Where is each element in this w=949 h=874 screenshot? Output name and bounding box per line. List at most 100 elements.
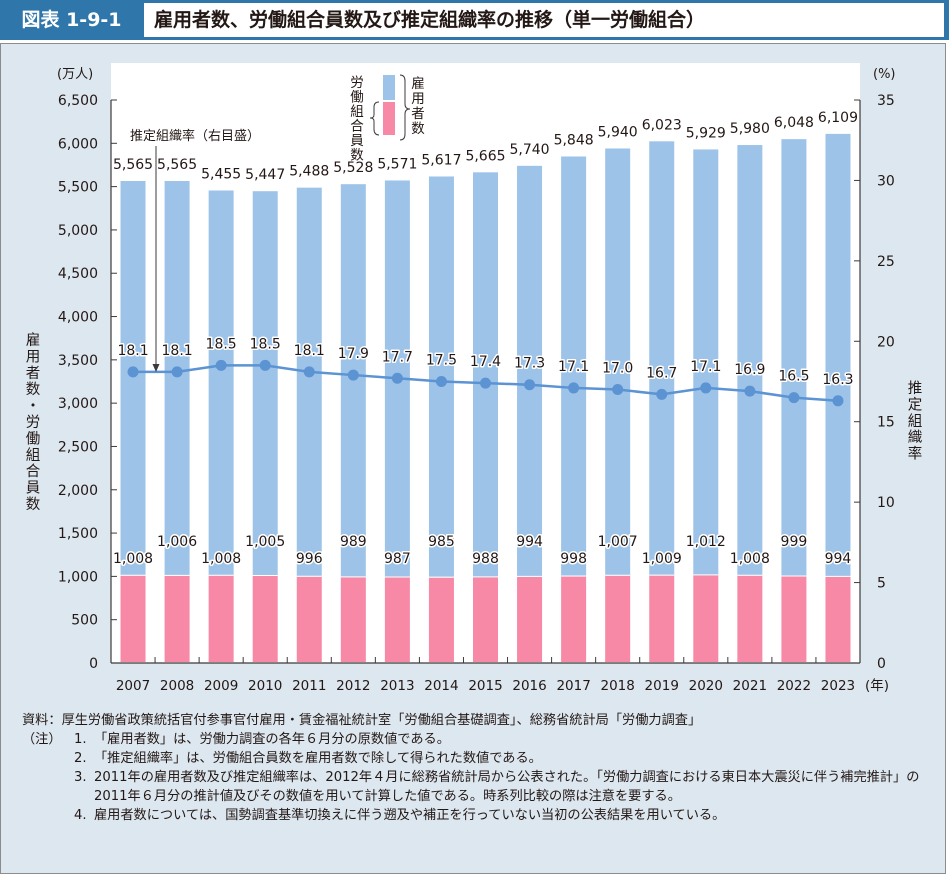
left-axis-tick-label: 1,000 — [58, 569, 98, 585]
union-value-label: 987 — [384, 551, 411, 567]
right-axis-title-char: 織 — [908, 429, 923, 446]
employee-value-label: 5,455 — [201, 167, 241, 183]
left-axis-title-char: 数 — [26, 496, 41, 513]
bar-union-members — [120, 575, 146, 662]
note-1: （注） 1. 「雇用者数」は、労働力調査の各年６月分の原数値である。 — [22, 730, 932, 749]
rate-point — [612, 384, 624, 396]
union-value-label: 994 — [825, 551, 852, 567]
x-axis-tick-label: 2019 — [645, 678, 679, 694]
figure-number: 図表 1-9-1 — [21, 9, 122, 31]
x-axis-tick-label: 2014 — [424, 678, 458, 694]
rate-value-label: 18.5 — [206, 336, 237, 352]
source-text: 厚生労働省政策統括官付参事官付雇用・賃金福祉統計室「労働組合基礎調査」、総務省統… — [61, 713, 702, 728]
rate-point — [215, 359, 227, 371]
left-axis-tick-label: 3,000 — [58, 396, 98, 412]
right-axis-tick-label: 5 — [877, 576, 886, 592]
bar-union-members — [428, 577, 454, 662]
bar-union-members — [737, 575, 763, 662]
left-axis-title-char: 員 — [26, 481, 41, 497]
rate-point — [435, 376, 447, 387]
note-text: 2011年の雇用者数及び推定組織率は、2012年４月に総務省統計局から公表された… — [94, 770, 920, 804]
bar-employees — [120, 180, 146, 576]
union-value-label: 994 — [516, 534, 543, 550]
right-axis-tick-label: 10 — [877, 495, 895, 511]
left-axis-title: 雇用者数・労働組合員数 — [26, 332, 41, 513]
legend-label-union-char: 数 — [350, 148, 364, 164]
right-axis-title-char: 定 — [908, 396, 923, 413]
left-axis-title-char: 組 — [26, 447, 41, 464]
union-value-label: 989 — [340, 534, 367, 550]
figure-header: 図表 1-9-1 雇用者数、労働組合員数及び推定組織率の推移（単一労働組合） — [0, 0, 949, 40]
note-4: 4. 雇用者数については、国勢調査基準切換えに伴う遡及や補正を行っていない当初の公… — [22, 806, 932, 825]
left-axis-tick-label: 6,500 — [58, 93, 98, 109]
bar-union-members — [605, 575, 631, 662]
union-value-label: 1,007 — [598, 534, 638, 550]
x-axis-tick-label: 2020 — [689, 678, 723, 694]
rate-annotation: 推定組織率（右目盛） — [130, 128, 260, 144]
bar-employees — [296, 187, 322, 577]
legend-swatch-union — [383, 102, 395, 135]
bar-union-members — [252, 575, 278, 662]
left-axis-tick-label: 2,000 — [58, 483, 98, 499]
x-axis-tick-label: 2017 — [556, 678, 590, 694]
rate-value-label: 17.0 — [602, 361, 633, 377]
note-number: 3. — [74, 770, 87, 785]
legend-swatch-employees — [383, 75, 395, 100]
employee-value-label: 5,528 — [333, 160, 373, 176]
left-axis-tick-label: 500 — [71, 613, 98, 629]
rate-value-label: 18.1 — [294, 343, 325, 359]
right-axis-title-char: 率 — [908, 446, 923, 463]
rate-value-label: 16.9 — [734, 362, 765, 378]
left-axis-title-char: 労 — [26, 414, 41, 431]
union-value-label: 988 — [472, 551, 499, 567]
bar-union-members — [473, 577, 498, 662]
bar-union-members — [340, 577, 366, 662]
legend-label-union-char: 合 — [350, 119, 364, 135]
source-line: 資料：厚生労働省政策統括官付参事官付雇用・賃金福祉統計室「労働組合基礎調査」、総… — [22, 711, 932, 730]
right-axis-tick-label: 15 — [877, 415, 895, 431]
left-axis-unit: (万人) — [57, 67, 93, 82]
bar-employees — [473, 172, 498, 578]
legend-label-employees-char: 者 — [411, 106, 425, 122]
employee-value-label: 6,048 — [774, 115, 814, 131]
left-axis-tick-label: 4,000 — [58, 310, 98, 326]
rate-value-label: 17.4 — [470, 354, 501, 370]
x-axis-tick-label: 2023 — [821, 678, 855, 694]
bar-union-members — [208, 575, 234, 662]
bar-employees — [208, 190, 234, 576]
bar-union-members — [693, 575, 719, 662]
employee-value-label: 5,447 — [245, 167, 285, 183]
left-axis-tick-label: 1,500 — [58, 526, 98, 542]
bar-employees — [693, 149, 719, 576]
union-value-label: 1,012 — [686, 534, 726, 550]
source-label: 資料： — [22, 713, 62, 728]
employee-value-label: 5,740 — [510, 142, 550, 158]
right-axis-title: 推定組織率 — [908, 380, 923, 463]
right-axis-unit: (%) — [873, 67, 896, 82]
rate-value-label: 16.5 — [778, 369, 809, 385]
rate-point — [524, 379, 536, 391]
rate-point — [700, 382, 712, 394]
bar-employees — [825, 133, 851, 577]
rate-value-label: 18.1 — [162, 343, 193, 359]
legend-label-union-char: 労 — [350, 75, 364, 91]
left-axis-title-char: 働 — [26, 430, 41, 447]
note-number: 2. — [74, 751, 87, 766]
notes: 資料：厚生労働省政策統括官付参事官付雇用・賃金福祉統計室「労働組合基礎調査」、総… — [22, 711, 932, 825]
rate-value-label: 17.5 — [426, 353, 457, 369]
rate-value-label: 18.5 — [250, 336, 281, 352]
note-2: 2. 「推定組織率」は、労働組合員数を雇用者数で除して得られた数値である。 — [22, 749, 932, 768]
legend-label-employees-char: 雇 — [411, 75, 425, 92]
left-axis-title-char: 雇 — [26, 332, 41, 349]
x-axis-tick-label: 2015 — [468, 678, 502, 694]
legend-label-union-char: 働 — [350, 90, 364, 106]
left-axis-tick-label: 4,500 — [58, 266, 98, 282]
note-text: 「雇用者数」は、労働力調査の各年６月分の原数値である。 — [94, 732, 450, 747]
right-axis-title-char: 推 — [908, 380, 923, 397]
rate-point — [391, 372, 403, 384]
bar-employees — [164, 180, 190, 576]
union-value-label: 1,009 — [642, 551, 682, 567]
union-value-label: 1,008 — [113, 551, 153, 567]
bar-union-members — [561, 576, 587, 662]
